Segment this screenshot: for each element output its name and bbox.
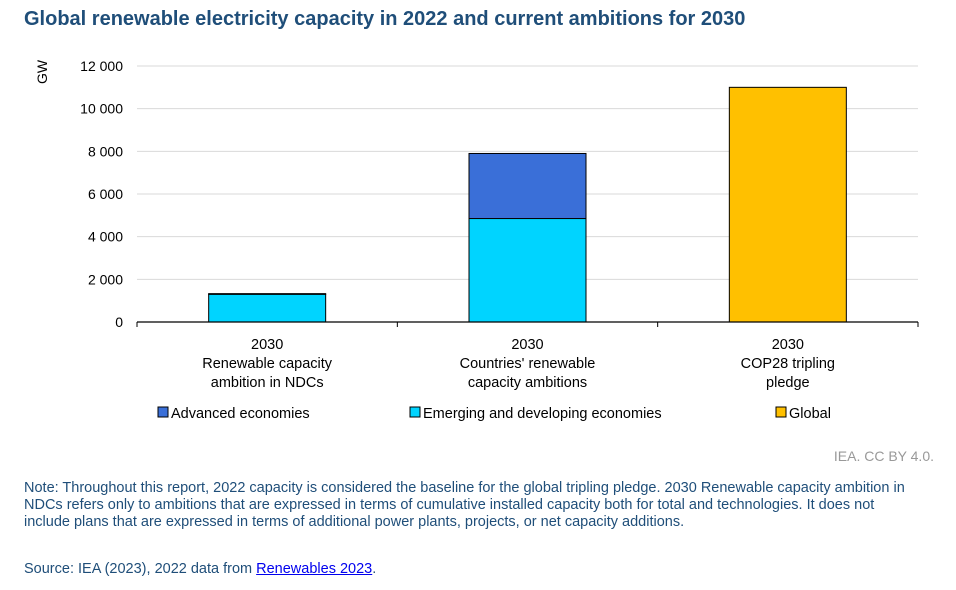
chart-title: Global renewable electricity capacity in…: [24, 8, 746, 30]
y-axis-title: GW: [34, 59, 50, 84]
source-prefix: Source: IEA (2023), 2022 data from: [24, 561, 257, 577]
x-category-label: Countries' renewable: [460, 356, 596, 372]
source-link[interactable]: Renewables 2023: [256, 561, 373, 577]
legend-label: Global: [789, 406, 831, 422]
y-tick-label: 0: [115, 314, 123, 330]
source-line: Source: IEA (2023), 2022 data from Renew…: [24, 561, 376, 577]
bar-segment-emerging: [208, 293, 327, 323]
x-category-label: pledge: [766, 375, 810, 391]
legend-label: Emerging and developing economies: [423, 406, 662, 422]
bar-segment-advanced: [208, 293, 327, 295]
x-category-label: ambition in NDCs: [211, 375, 324, 391]
source-suffix: .: [372, 561, 377, 577]
y-tick-label: 4 000: [88, 229, 123, 245]
legend-label: Advanced economies: [171, 406, 310, 422]
x-category-label: COP28 tripling: [741, 356, 835, 372]
credit-label: IEA. CC BY 4.0.: [833, 448, 934, 464]
bar-segment-emerging: [468, 218, 587, 323]
legend-swatch-advanced: [157, 406, 169, 418]
chart-canvas: 0 2 000 4 000 6 000 8 000 10 000 12 000 GW 2030 R…: [34, 58, 919, 422]
bars: [208, 86, 847, 323]
x-category-label: 2030: [511, 337, 543, 353]
y-tick-label: 6 000: [88, 186, 123, 202]
legend: Advanced economies Emerging and developin…: [157, 406, 831, 422]
y-tick-label: 8 000: [88, 143, 123, 159]
y-tick-label: 10 000: [80, 101, 123, 117]
legend-swatch-emerging: [409, 406, 421, 418]
x-category-label: 2030: [251, 337, 283, 353]
x-category-label: capacity ambitions: [468, 375, 587, 391]
bar-segment-global: [728, 86, 847, 323]
x-category-label: Renewable capacity: [202, 356, 333, 372]
bar-segment-advanced: [468, 152, 587, 220]
axes: 0 2 000 4 000 6 000 8 000 10 000 12 000 GW 2030 R…: [34, 58, 919, 391]
chart-note: Note: Throughout this report, 2022 capac…: [24, 480, 905, 530]
x-category-label: 2030: [772, 337, 804, 353]
legend-swatch-global: [775, 406, 787, 418]
y-tick-label: 12 000: [80, 58, 123, 74]
y-tick-label: 2 000: [88, 271, 123, 287]
